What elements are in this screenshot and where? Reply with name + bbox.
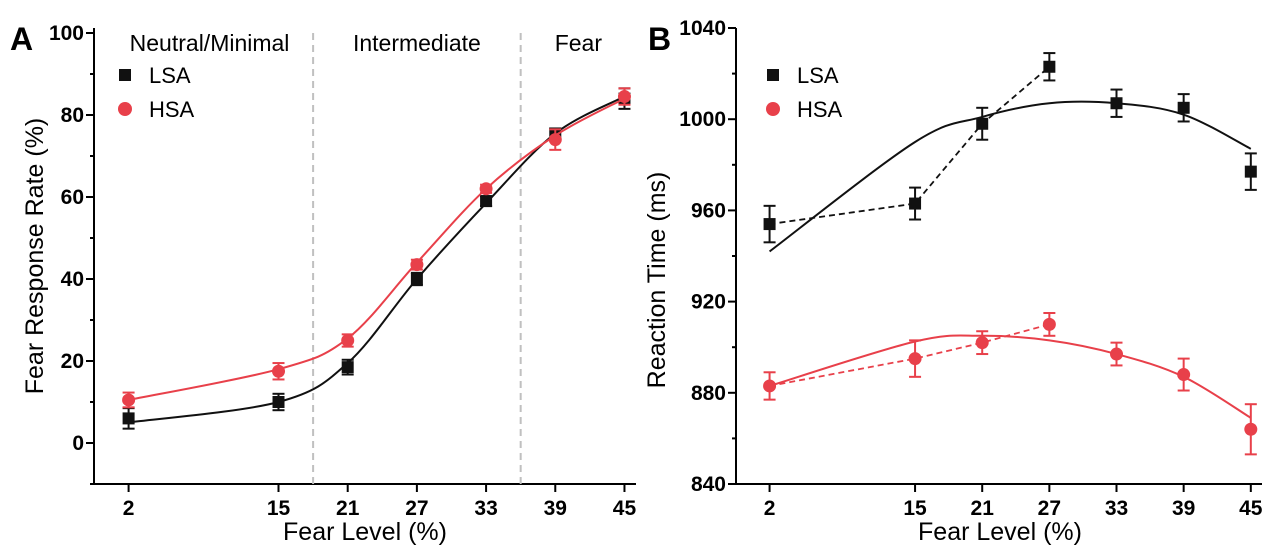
region-label: Intermediate — [353, 30, 481, 56]
x-tick-label: 33 — [474, 497, 497, 520]
panel-b-y-axis-title: Reaction Time (ms) — [643, 172, 671, 389]
x-tick-label: 15 — [903, 497, 927, 520]
data-point-hsa — [1110, 347, 1124, 361]
y-tick-label: 880 — [691, 382, 726, 405]
y-tick-label: 20 — [61, 350, 84, 373]
data-point-hsa — [617, 90, 631, 104]
fit-curve-lsa — [768, 100, 1252, 253]
panel-b-plot — [763, 52, 1258, 456]
y-tick-label: 0 — [72, 432, 84, 455]
panel-a-ticks: 2 15 21 27 33 39 45 0 20 40 60 80 100 — [49, 22, 637, 520]
panel-a-x-axis-title: Fear Level (%) — [283, 518, 447, 546]
panel-a-y-axis-title: Fear Response Rate (%) — [21, 118, 49, 395]
legend-marker-lsa — [767, 69, 779, 81]
data-point-hsa — [1177, 368, 1191, 382]
y-tick-label: 960 — [691, 199, 726, 222]
fit-curve-lsa — [128, 95, 625, 424]
data-point-hsa — [548, 133, 562, 147]
data-point-lsa — [1110, 97, 1123, 110]
data-point-lsa — [1244, 165, 1257, 178]
x-tick-label: 39 — [1172, 497, 1195, 520]
x-tick-label: 2 — [764, 497, 776, 520]
panel-a-legend: LSA HSA — [118, 63, 195, 122]
data-point-hsa — [1244, 422, 1258, 436]
data-point-lsa — [272, 396, 285, 408]
y-tick-label: 60 — [61, 186, 84, 209]
legend-label-lsa: LSA — [149, 63, 191, 88]
panel-b-legend: LSA HSA — [766, 63, 843, 122]
y-tick-label: 100 — [49, 22, 84, 45]
y-tick-label: 40 — [61, 268, 84, 291]
data-point-hsa — [272, 364, 286, 378]
panel-b: B Fear Level (%) Reaction Time (ms) 2 15 2… — [643, 17, 1263, 546]
region-label: Neutral/Minimal — [130, 30, 290, 56]
legend-label-hsa: HSA — [797, 97, 843, 122]
data-point-lsa — [480, 195, 493, 208]
data-point-hsa — [975, 336, 989, 350]
data-point-lsa — [909, 197, 922, 210]
panel-a-plot — [122, 87, 631, 430]
x-tick-label: 33 — [1105, 497, 1128, 520]
legend-label-hsa: HSA — [149, 97, 195, 122]
data-point-lsa — [341, 361, 354, 374]
data-point-hsa — [763, 379, 777, 393]
y-tick-label: 80 — [61, 104, 84, 127]
x-tick-label: 15 — [267, 497, 291, 520]
legend-label-lsa: LSA — [797, 63, 839, 88]
y-tick-label: 1000 — [679, 108, 726, 131]
y-tick-label: 1040 — [679, 17, 726, 40]
data-point-hsa — [122, 393, 136, 407]
legend-marker-hsa — [118, 102, 132, 116]
x-tick-label: 27 — [1038, 497, 1061, 520]
data-point-lsa — [410, 273, 423, 285]
panel-a: A Fear Level (%) Fear Response Rate (%) … — [10, 21, 636, 546]
x-tick-label: 39 — [544, 497, 567, 520]
panel-b-ticks: 2 15 21 27 33 39 45 840 880 920 960 1000 1040 — [679, 17, 1263, 520]
y-tick-label: 920 — [691, 291, 726, 314]
legend-marker-hsa — [766, 102, 780, 116]
x-tick-label: 45 — [613, 497, 637, 520]
data-point-hsa — [479, 182, 493, 196]
x-tick-label: 21 — [971, 497, 995, 520]
panel-b-x-axis-title: Fear Level (%) — [918, 518, 1082, 546]
data-point-lsa — [1043, 60, 1056, 73]
legend-marker-lsa — [119, 69, 131, 81]
y-tick-label: 840 — [691, 473, 726, 496]
data-point-lsa — [122, 412, 135, 425]
x-tick-label: 45 — [1239, 497, 1263, 520]
panel-b-letter: B — [648, 21, 671, 57]
region-label: Fear — [555, 30, 603, 56]
data-point-hsa — [410, 258, 424, 272]
panel-a-regions: Neutral/Minimal Intermediate Fear — [130, 30, 603, 484]
data-point-hsa — [908, 352, 922, 366]
connector-line-lsa — [769, 66, 1050, 225]
data-point-hsa — [341, 334, 355, 347]
connector-line-hsa — [769, 323, 1050, 387]
fit-curve-hsa — [128, 97, 625, 401]
x-tick-label: 2 — [123, 497, 135, 520]
panel-a-letter: A — [10, 21, 33, 57]
data-point-lsa — [1177, 101, 1190, 114]
data-point-hsa — [1042, 317, 1056, 331]
x-tick-label: 21 — [336, 497, 360, 520]
data-point-lsa — [976, 117, 989, 130]
data-point-lsa — [763, 218, 776, 231]
x-tick-label: 27 — [405, 497, 428, 520]
